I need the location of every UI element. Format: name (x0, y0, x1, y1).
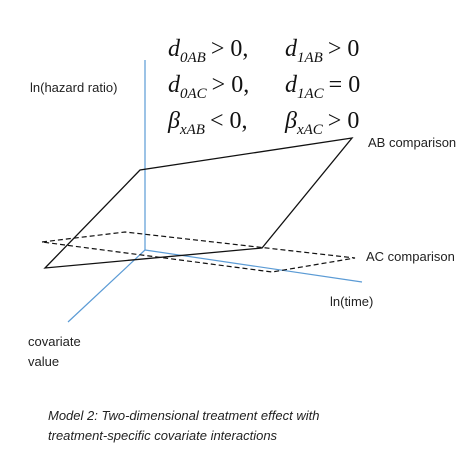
formula-symbol: d (285, 72, 298, 98)
ab-label: AB comparison (368, 135, 456, 150)
x-axis-label: ln(time) (330, 294, 373, 309)
formula-subscript: xAC (296, 122, 324, 138)
formula-symbol: d (168, 72, 181, 98)
formula-subscript: 1AC (297, 86, 325, 102)
ab-plane (43, 137, 354, 269)
formula: d1AB > 0 (285, 36, 359, 66)
z-axis-label: value (28, 354, 59, 369)
caption: treatment-specific covariate interaction… (48, 428, 278, 443)
formula: d0AC > 0, (168, 72, 249, 102)
formula-symbol: β (167, 108, 180, 134)
formula-relation: > 0 (328, 36, 360, 62)
caption: Model 2: Two-dimensional treatment effec… (48, 408, 319, 423)
formula-symbol: d (168, 36, 181, 62)
formula-relation: < 0, (210, 108, 248, 134)
formula-relation: > 0, (212, 72, 250, 98)
formula-symbol: d (285, 36, 298, 62)
formula-symbol: β (284, 108, 297, 134)
formula-relation: > 0, (211, 36, 249, 62)
formula: d0AB > 0, (168, 36, 248, 66)
y-axis-label: ln(hazard ratio) (30, 80, 117, 95)
formula-subscript: xAB (179, 122, 205, 138)
ac-label: AC comparison (366, 249, 455, 264)
formula-subscript: 0AC (180, 86, 208, 102)
formula: βxAC > 0 (284, 108, 359, 138)
formula: d1AC = 0 (285, 72, 360, 102)
formula-subscript: 0AB (180, 50, 206, 66)
ac-plane (41, 231, 356, 273)
z-axis (67, 249, 146, 323)
formula-relation: = 0 (329, 72, 361, 98)
formula-relation: > 0 (328, 108, 360, 134)
formula-subscript: 1AB (297, 50, 323, 66)
formula: βxAB < 0, (167, 108, 247, 138)
z-axis-label: covariate (28, 334, 81, 349)
